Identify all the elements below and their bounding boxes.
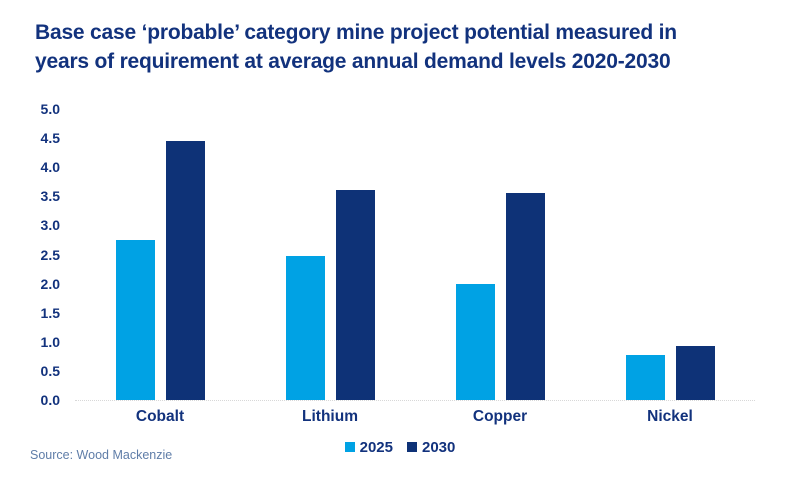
legend-swatch-2025 <box>344 442 355 452</box>
y-tick-2-0: 2.0 <box>40 275 60 292</box>
y-tick-1-5: 1.5 <box>40 304 60 321</box>
x-label-nickel: Nickel <box>647 408 693 425</box>
legend-item-2025: 2025 <box>344 438 393 456</box>
y-tick-4-5: 4.5 <box>40 130 60 147</box>
y-tick-1-0: 1.0 <box>40 333 60 350</box>
x-label-cobalt: Cobalt <box>135 408 185 425</box>
bar-2025-nickel <box>625 355 665 400</box>
y-tick-2-5: 2.5 <box>40 246 60 263</box>
legend-label-2025: 2025 <box>359 438 393 456</box>
bar-2030-cobalt <box>165 141 205 400</box>
bar-2025-cobalt <box>115 240 155 400</box>
bar-2025-lithium <box>285 256 325 400</box>
x-axis-baseline <box>75 400 755 401</box>
bar-2030-nickel <box>675 346 715 400</box>
x-label-lithium: Lithium <box>302 408 358 425</box>
chart-title: Base case ‘probable’ category mine proje… <box>35 21 677 73</box>
legend-swatch-2030 <box>407 442 417 452</box>
y-tick-0-5: 0.5 <box>40 362 60 379</box>
y-tick-5-0: 5.0 <box>40 101 60 117</box>
legend-item-2030: 2030 <box>407 440 455 455</box>
plot-area <box>75 109 755 400</box>
x-label-copper: Copper <box>472 408 528 425</box>
legend: 2025 2030 <box>0 437 800 457</box>
legend-label-2030: 2030 <box>422 438 456 456</box>
bar-2030-lithium <box>335 190 375 400</box>
bar-2030-copper <box>505 193 545 400</box>
y-tick-4-0: 4.0 <box>40 159 60 176</box>
y-tick-0-0: 0.0 <box>40 392 60 408</box>
source-note: Source: Wood Mackenzie <box>30 448 173 462</box>
bar-2025-copper <box>455 284 495 400</box>
y-tick-3-5: 3.5 <box>40 188 60 205</box>
y-tick-3-0: 3.0 <box>40 217 60 234</box>
